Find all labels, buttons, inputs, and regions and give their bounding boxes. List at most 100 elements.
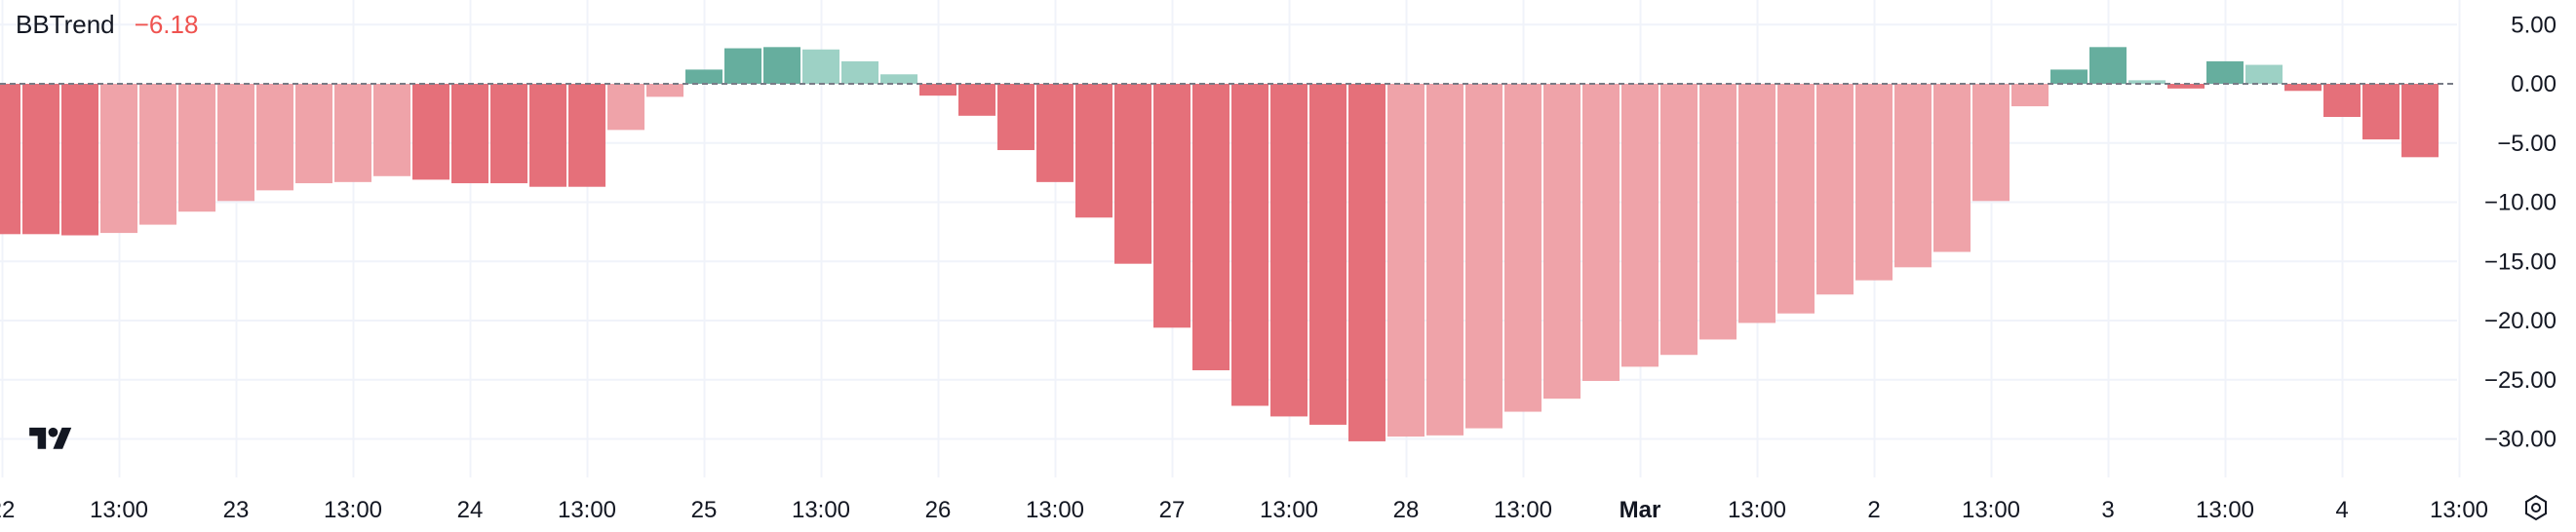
x-tick-label: 13:00 <box>2430 497 2488 523</box>
x-tick-label: 13:00 <box>1260 497 1318 523</box>
histogram-bar <box>607 84 644 131</box>
indicator-legend[interactable]: BBTrend −6.18 <box>16 10 198 40</box>
histogram-bar <box>2206 60 2244 84</box>
x-tick-label: 28 <box>1393 497 1420 523</box>
histogram-bar <box>529 84 566 187</box>
histogram-bar <box>1504 84 1542 412</box>
histogram-bar <box>373 84 410 176</box>
histogram-bar <box>334 84 371 182</box>
histogram-bar <box>1309 84 1347 425</box>
histogram-bar <box>919 84 956 96</box>
histogram-bar <box>724 48 761 84</box>
tradingview-logo-icon[interactable] <box>20 423 82 461</box>
x-tick-label: 27 <box>1159 497 1186 523</box>
histogram-bar <box>1543 84 1581 399</box>
x-tick-label: 13:00 <box>558 497 616 523</box>
histogram-bar <box>1816 84 1854 295</box>
histogram-bar <box>1465 84 1503 429</box>
price-scale[interactable]: 5.00 0.00 −5.00 −10.00 −15.00 −20.00 −25.00 −30… <box>2484 12 2556 452</box>
x-tick-label: 13:00 <box>90 497 148 523</box>
histogram-bar <box>22 84 59 235</box>
y-tick-label: −5.00 <box>2497 131 2556 157</box>
histogram-bar <box>1075 84 1112 218</box>
y-tick-label: 5.00 <box>2511 12 2556 38</box>
histogram-bar <box>139 84 176 225</box>
histogram-bar <box>763 47 800 84</box>
histogram-bar <box>178 84 215 212</box>
histogram-bar <box>1036 84 1073 182</box>
histogram-bar <box>1270 84 1308 417</box>
x-tick-label: 13:00 <box>1728 497 1786 523</box>
histogram-bar <box>1660 84 1698 356</box>
histogram-bar <box>2362 84 2400 140</box>
histogram-bar <box>2089 47 2127 84</box>
x-tick-label: Mar <box>1620 497 1661 523</box>
histogram-bar <box>1348 84 1386 441</box>
histogram-bar <box>412 84 449 180</box>
x-tick-label: 3 <box>2101 497 2114 523</box>
y-tick-label: −25.00 <box>2484 367 2556 394</box>
histogram-bar <box>61 84 98 236</box>
x-tick-label: 13:00 <box>324 497 382 523</box>
x-tick-label: 13:00 <box>2196 497 2254 523</box>
histogram-bar <box>1972 84 2010 202</box>
histogram-bar <box>2050 69 2088 84</box>
histogram-bars <box>0 47 2439 441</box>
histogram-bar <box>1582 84 1620 381</box>
histogram-bar <box>1387 84 1425 437</box>
histogram-bar <box>1933 84 1971 252</box>
histogram-bar <box>2167 84 2205 89</box>
x-tick-label: 13:00 <box>1026 497 1084 523</box>
time-scale[interactable]: 2213:002313:002413:002513:002613:002713:… <box>0 497 2488 523</box>
y-tick-label: −20.00 <box>2484 308 2556 334</box>
y-tick-label: 0.00 <box>2511 71 2556 97</box>
histogram-bar <box>451 84 488 184</box>
y-tick-label: −10.00 <box>2484 190 2556 216</box>
y-tick-label: −15.00 <box>2484 248 2556 275</box>
x-tick-label: 24 <box>457 497 484 523</box>
histogram-bar <box>958 84 995 116</box>
histogram-bar <box>1894 84 1932 268</box>
histogram-bar <box>997 84 1034 151</box>
histogram-bar <box>2323 84 2361 118</box>
x-tick-label: 23 <box>223 497 250 523</box>
histogram-bar <box>0 84 20 235</box>
histogram-bar <box>1855 84 1893 281</box>
x-tick-label: 13:00 <box>792 497 850 523</box>
histogram-bar <box>2284 84 2322 92</box>
x-tick-label: 13:00 <box>1962 497 2020 523</box>
y-tick-label: −30.00 <box>2484 427 2556 453</box>
histogram-bar <box>490 84 527 184</box>
histogram-bar <box>2011 84 2049 107</box>
histogram-bar <box>685 69 722 84</box>
histogram-bar <box>880 74 917 84</box>
indicator-title[interactable]: BBTrend <box>16 10 115 39</box>
x-tick-label: 2 <box>1867 497 1880 523</box>
histogram-bar <box>100 84 137 234</box>
x-tick-label: 26 <box>925 497 952 523</box>
histogram-bar <box>2401 84 2439 158</box>
histogram-bar <box>802 49 839 84</box>
histogram-bar <box>1738 84 1776 323</box>
histogram-bar <box>646 84 683 97</box>
histogram-bar <box>1777 84 1815 314</box>
histogram-bar <box>1621 84 1659 367</box>
x-tick-label: 25 <box>691 497 718 523</box>
x-tick-label: 22 <box>0 497 15 523</box>
x-tick-label: 4 <box>2335 497 2348 523</box>
histogram-bar <box>217 84 254 202</box>
x-tick-label: 13:00 <box>1494 497 1552 523</box>
histogram-bar <box>1192 84 1229 371</box>
histogram-bar <box>295 84 332 184</box>
histogram-bar <box>2128 80 2166 84</box>
indicator-value: −6.18 <box>134 10 199 39</box>
histogram-bar <box>1699 84 1737 340</box>
histogram-bar <box>2245 64 2283 84</box>
histogram-bar <box>1114 84 1151 264</box>
histogram-bar <box>1153 84 1190 328</box>
histogram-bar <box>1426 84 1464 436</box>
histogram-bar <box>1231 84 1268 406</box>
settings-gear-icon[interactable] <box>2521 493 2551 527</box>
histogram-bar <box>256 84 293 191</box>
